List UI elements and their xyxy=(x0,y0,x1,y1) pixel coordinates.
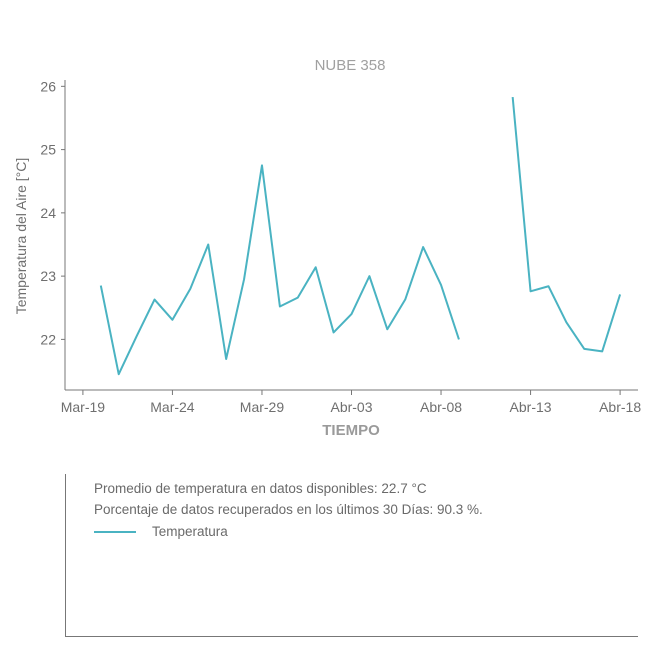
y-tick-label: 24 xyxy=(40,205,56,221)
legend-label: Temperatura xyxy=(152,524,228,539)
legend: Temperatura xyxy=(94,524,228,539)
chart-title: NUBE 358 xyxy=(315,57,386,74)
series-line-segment xyxy=(511,96,622,353)
x-tick-label: Abr-18 xyxy=(599,399,641,415)
x-tick-label: Abr-03 xyxy=(330,399,372,415)
x-axis-label: TIEMPO xyxy=(322,422,380,439)
y-axis-label: Temperatura del Aire [°C] xyxy=(13,158,29,315)
y-tick-label: 25 xyxy=(40,142,56,158)
y-tick-label: 23 xyxy=(40,268,56,284)
y-tick-label: 22 xyxy=(40,331,56,347)
y-tick-label: 26 xyxy=(40,78,56,94)
x-tick-label: Abr-08 xyxy=(420,399,462,415)
series-line-segment xyxy=(99,164,460,376)
x-tick-label: Abr-13 xyxy=(510,399,552,415)
x-tick-label: Mar-24 xyxy=(150,399,195,415)
legend-swatch xyxy=(94,530,136,533)
temperature-chart: NUBE 358 22 23 24 25 26 Mar-19 Mar-24 Mar-29 Ab… xyxy=(13,57,641,439)
average-text: Promedio de temperatura en datos disponi… xyxy=(94,481,427,496)
x-tick-label: Mar-29 xyxy=(240,399,285,415)
percentage-text: Porcentaje de datos recuperados en los ú… xyxy=(94,502,483,517)
x-tick-label: Mar-19 xyxy=(61,399,106,415)
info-panel: Promedio de temperatura en datos disponi… xyxy=(65,474,638,637)
